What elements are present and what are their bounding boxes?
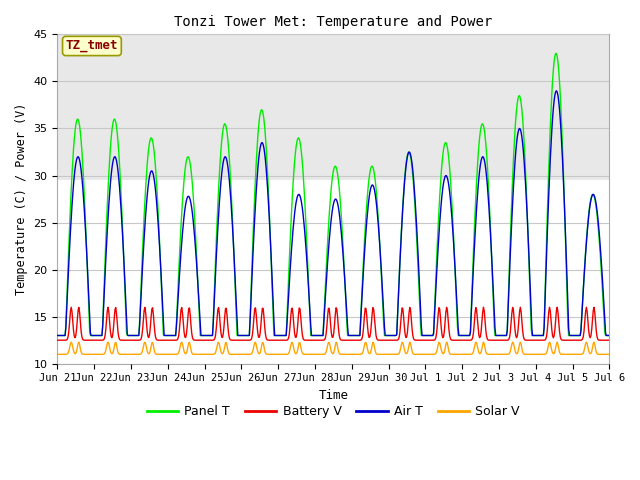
Bar [58,35,609,180]
Legend: Panel T, Battery V, Air T, Solar V: Panel T, Battery V, Air T, Solar V [142,400,525,423]
Y-axis label: Temperature (C) / Power (V): Temperature (C) / Power (V) [15,103,28,295]
X-axis label: Time: Time [318,389,348,402]
Title: Tonzi Tower Met: Temperature and Power: Tonzi Tower Met: Temperature and Power [174,15,493,29]
Text: TZ_tmet: TZ_tmet [66,39,118,52]
